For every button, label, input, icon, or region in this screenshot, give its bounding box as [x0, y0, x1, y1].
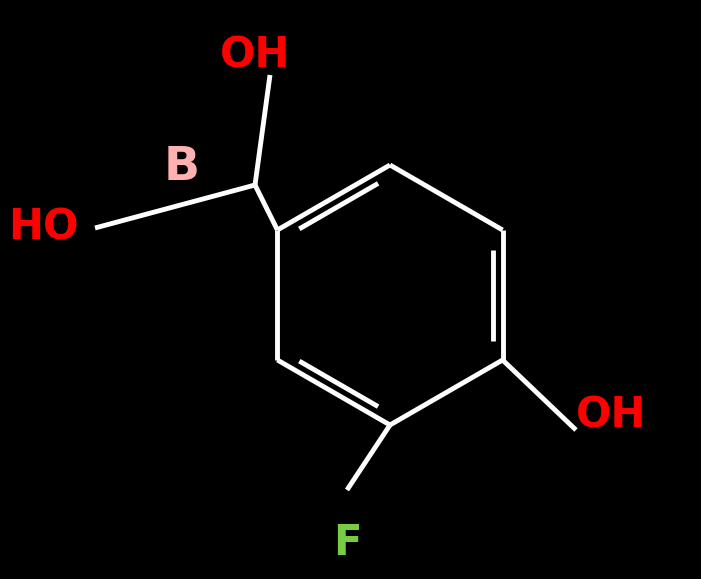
Text: HO: HO: [8, 207, 79, 249]
Text: B: B: [164, 145, 200, 190]
Text: OH: OH: [576, 394, 646, 436]
Text: F: F: [333, 522, 361, 564]
Text: OH: OH: [220, 34, 290, 76]
